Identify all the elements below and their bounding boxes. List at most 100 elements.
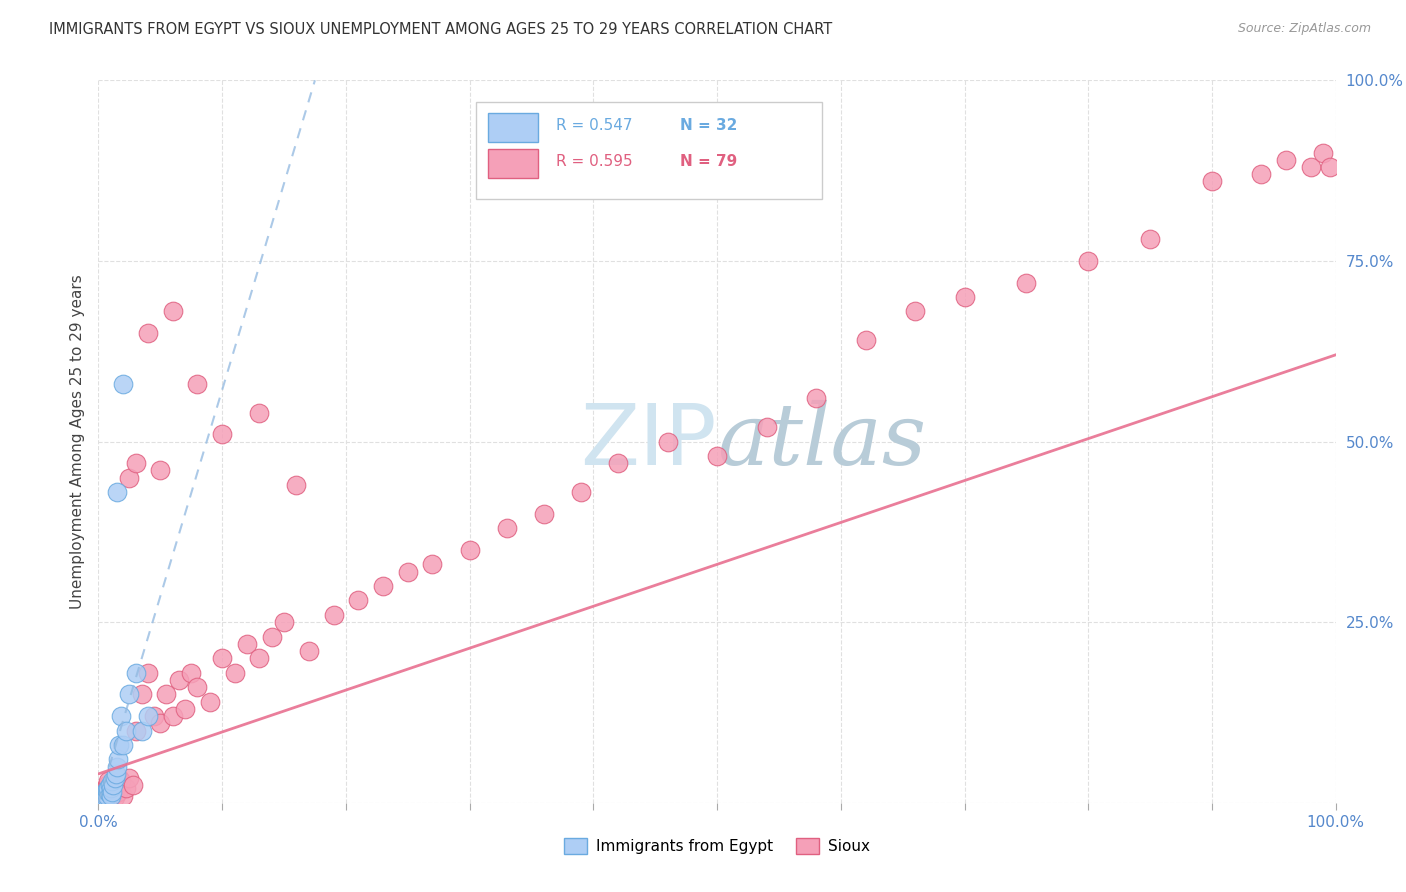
Text: N = 32: N = 32	[681, 119, 737, 133]
Point	[1312, 145, 1334, 160]
Point	[97, 789, 120, 803]
Point	[90, 792, 112, 806]
Point	[97, 781, 120, 796]
Point	[103, 774, 125, 789]
Point	[93, 792, 115, 806]
Point	[347, 593, 370, 607]
Point	[904, 304, 927, 318]
Point	[103, 790, 125, 805]
Point	[533, 507, 555, 521]
Point	[143, 709, 166, 723]
Point	[495, 521, 517, 535]
Point	[93, 789, 115, 803]
Point	[657, 434, 679, 449]
Point	[97, 785, 120, 799]
Point	[136, 326, 159, 340]
Text: Source: ZipAtlas.com: Source: ZipAtlas.com	[1237, 22, 1371, 36]
Point	[953, 290, 976, 304]
Point	[96, 785, 118, 799]
Point	[93, 785, 115, 799]
Point	[94, 789, 117, 803]
Point	[110, 774, 132, 789]
Point	[108, 771, 131, 785]
Point	[118, 470, 141, 484]
FancyBboxPatch shape	[488, 112, 537, 142]
Point	[247, 406, 270, 420]
Point	[101, 789, 124, 803]
Y-axis label: Unemployment Among Ages 25 to 29 years: Unemployment Among Ages 25 to 29 years	[69, 274, 84, 609]
Point	[804, 391, 827, 405]
Point	[180, 665, 202, 680]
Point	[322, 607, 344, 622]
Point	[103, 771, 125, 785]
Point	[100, 789, 122, 803]
Legend: Immigrants from Egypt, Sioux: Immigrants from Egypt, Sioux	[558, 832, 876, 860]
Point	[149, 463, 172, 477]
Point	[107, 785, 129, 799]
Point	[607, 456, 630, 470]
Point	[855, 334, 877, 348]
Text: IMMIGRANTS FROM EGYPT VS SIOUX UNEMPLOYMENT AMONG AGES 25 TO 29 YEARS CORRELATIO: IMMIGRANTS FROM EGYPT VS SIOUX UNEMPLOYM…	[49, 22, 832, 37]
Point	[1077, 253, 1099, 268]
Point	[458, 542, 481, 557]
Point	[108, 738, 131, 752]
Point	[98, 787, 121, 801]
Point	[285, 478, 308, 492]
Point	[371, 579, 394, 593]
Point	[1275, 153, 1298, 167]
Point	[422, 558, 444, 572]
Point	[1319, 160, 1341, 174]
Point	[104, 781, 127, 796]
Point	[569, 485, 592, 500]
Text: atlas: atlas	[717, 401, 927, 483]
Point	[131, 687, 153, 701]
Point	[94, 787, 117, 801]
Point	[124, 723, 146, 738]
Point	[103, 778, 125, 792]
Point	[105, 760, 128, 774]
Point	[155, 687, 177, 701]
Point	[91, 789, 114, 803]
Point	[94, 781, 117, 796]
Point	[186, 376, 208, 391]
Point	[162, 304, 184, 318]
Point	[396, 565, 419, 579]
Point	[101, 785, 124, 799]
Point	[198, 695, 221, 709]
Point	[90, 792, 112, 806]
Point	[1250, 167, 1272, 181]
Point	[91, 790, 114, 805]
Point	[93, 790, 115, 805]
Point	[706, 449, 728, 463]
Point	[211, 651, 233, 665]
Point	[97, 774, 120, 789]
Point	[112, 738, 135, 752]
Point	[112, 789, 135, 803]
Point	[149, 716, 172, 731]
Point	[118, 687, 141, 701]
Point	[98, 778, 121, 792]
Point	[211, 427, 233, 442]
Point	[131, 723, 153, 738]
Text: N = 79: N = 79	[681, 154, 737, 169]
Point	[755, 420, 778, 434]
Point	[1015, 276, 1038, 290]
Point	[186, 680, 208, 694]
Point	[100, 778, 122, 792]
Point	[298, 644, 321, 658]
Point	[98, 785, 121, 799]
Point	[136, 665, 159, 680]
FancyBboxPatch shape	[488, 149, 537, 178]
Point	[100, 781, 122, 796]
Point	[1201, 174, 1223, 188]
Point	[96, 789, 118, 803]
Point	[96, 778, 118, 792]
Point	[114, 723, 136, 738]
Point	[105, 485, 128, 500]
Point	[136, 709, 159, 723]
Text: R = 0.547: R = 0.547	[557, 119, 633, 133]
Point	[93, 792, 115, 806]
Point	[101, 774, 124, 789]
Point	[122, 778, 145, 792]
Point	[93, 785, 115, 799]
